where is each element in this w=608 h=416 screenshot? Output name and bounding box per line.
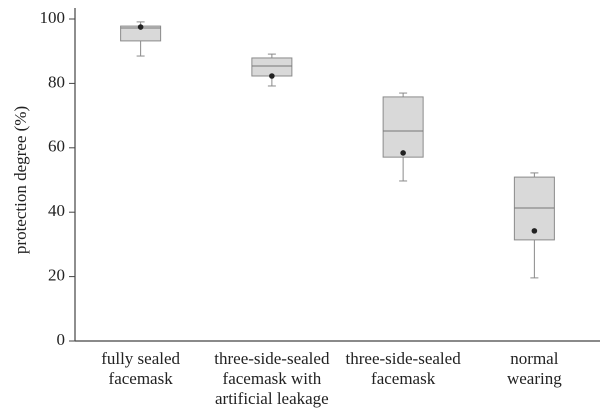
y-tick-label: 40 (48, 201, 65, 220)
mean (269, 73, 275, 79)
y-tick-label: 100 (40, 8, 66, 27)
x-tick-label: wearing (507, 369, 562, 388)
x-tick-label: artificial leakage (215, 389, 329, 408)
box (382, 96, 424, 158)
y-tick-label: 20 (48, 266, 65, 285)
x-tick-label: three-side-sealed (346, 349, 462, 368)
mean (400, 150, 406, 156)
x-tick-label: three-side-sealed (214, 349, 330, 368)
mean (531, 228, 538, 234)
x-tick-label: facemask (371, 369, 436, 388)
y-tick-label: 60 (48, 137, 65, 156)
x-tick-label: normal (510, 349, 558, 368)
y-tick-label: 80 (48, 72, 65, 91)
mean (137, 24, 144, 30)
x-tick-label: facemask with (223, 369, 322, 388)
y-axis-label: protection degree (%) (11, 106, 30, 254)
x-tick-label: facemask (109, 369, 174, 388)
x-tick-label: fully sealed (101, 349, 180, 368)
y-tick-label: 0 (57, 330, 66, 349)
